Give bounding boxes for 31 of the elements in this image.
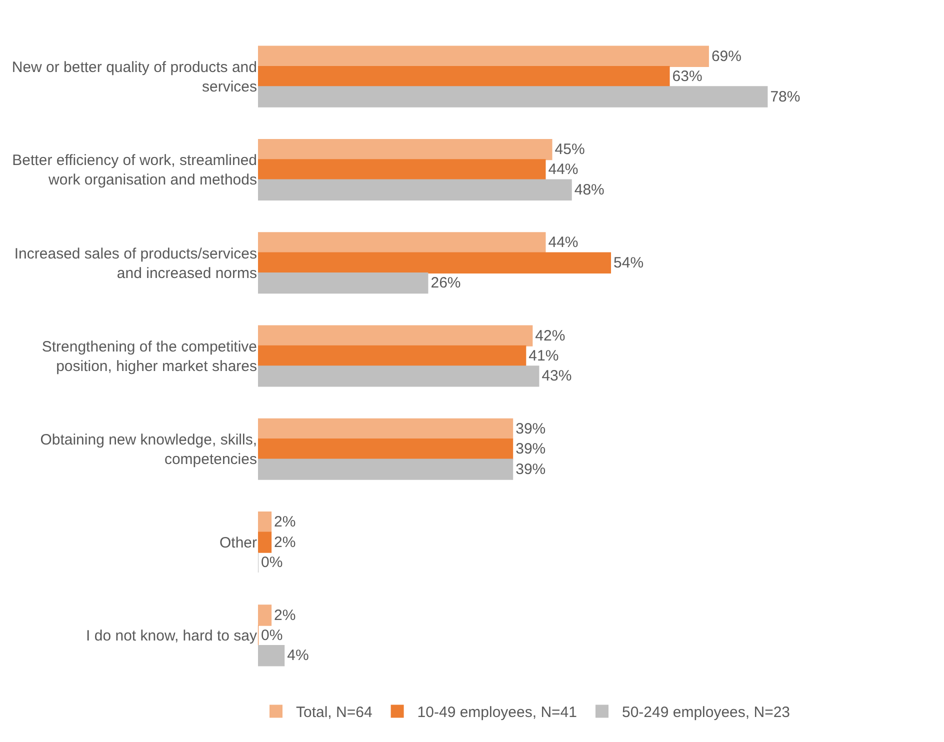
data-label: 41%: [528, 348, 559, 364]
data-label: 2%: [274, 606, 296, 624]
y-tick-label: Obtaining new knowledge, skills, competencies: [40, 432, 257, 468]
y-tick-label: Strengthening of the competitive position, higher market shares: [42, 338, 257, 375]
data-label: 63%: [672, 68, 702, 86]
y-tick-label: I do not know, hard to say: [86, 628, 258, 645]
data-label: 39%: [516, 420, 546, 438]
data-label: 0%: [261, 626, 283, 644]
data-label: 45%: [554, 141, 585, 158]
data-label: 42%: [535, 327, 566, 344]
data-label: 69%: [711, 48, 742, 65]
legend-label: Total, N=64: [296, 704, 372, 722]
data-label: 44%: [548, 234, 578, 252]
data-label: 2%: [274, 534, 296, 551]
data-label: 4%: [287, 647, 309, 664]
data-label: 44%: [548, 161, 578, 178]
data-label: 78%: [770, 88, 800, 106]
y-tick-label: Other: [219, 534, 258, 552]
legend-label: 50-249 employees, N=23: [622, 704, 790, 722]
y-tick-label: Increased sales of products/services and increased norms: [14, 245, 257, 282]
data-label: 54%: [614, 254, 644, 272]
y-tick-label: Better efficiency of work, streamlined work organisation and methods: [12, 152, 257, 189]
data-label: 0%: [261, 554, 283, 571]
data-label: 39%: [516, 440, 546, 458]
data-label: 26%: [430, 274, 461, 292]
data-label: 2%: [274, 514, 296, 531]
data-label: 43%: [542, 368, 572, 385]
y-tick-label: New or better quality of products and services: [12, 59, 257, 96]
data-label: 39%: [516, 460, 546, 478]
legend-label: 10-49 employees, N=41: [417, 704, 577, 722]
data-label: 48%: [574, 181, 604, 198]
